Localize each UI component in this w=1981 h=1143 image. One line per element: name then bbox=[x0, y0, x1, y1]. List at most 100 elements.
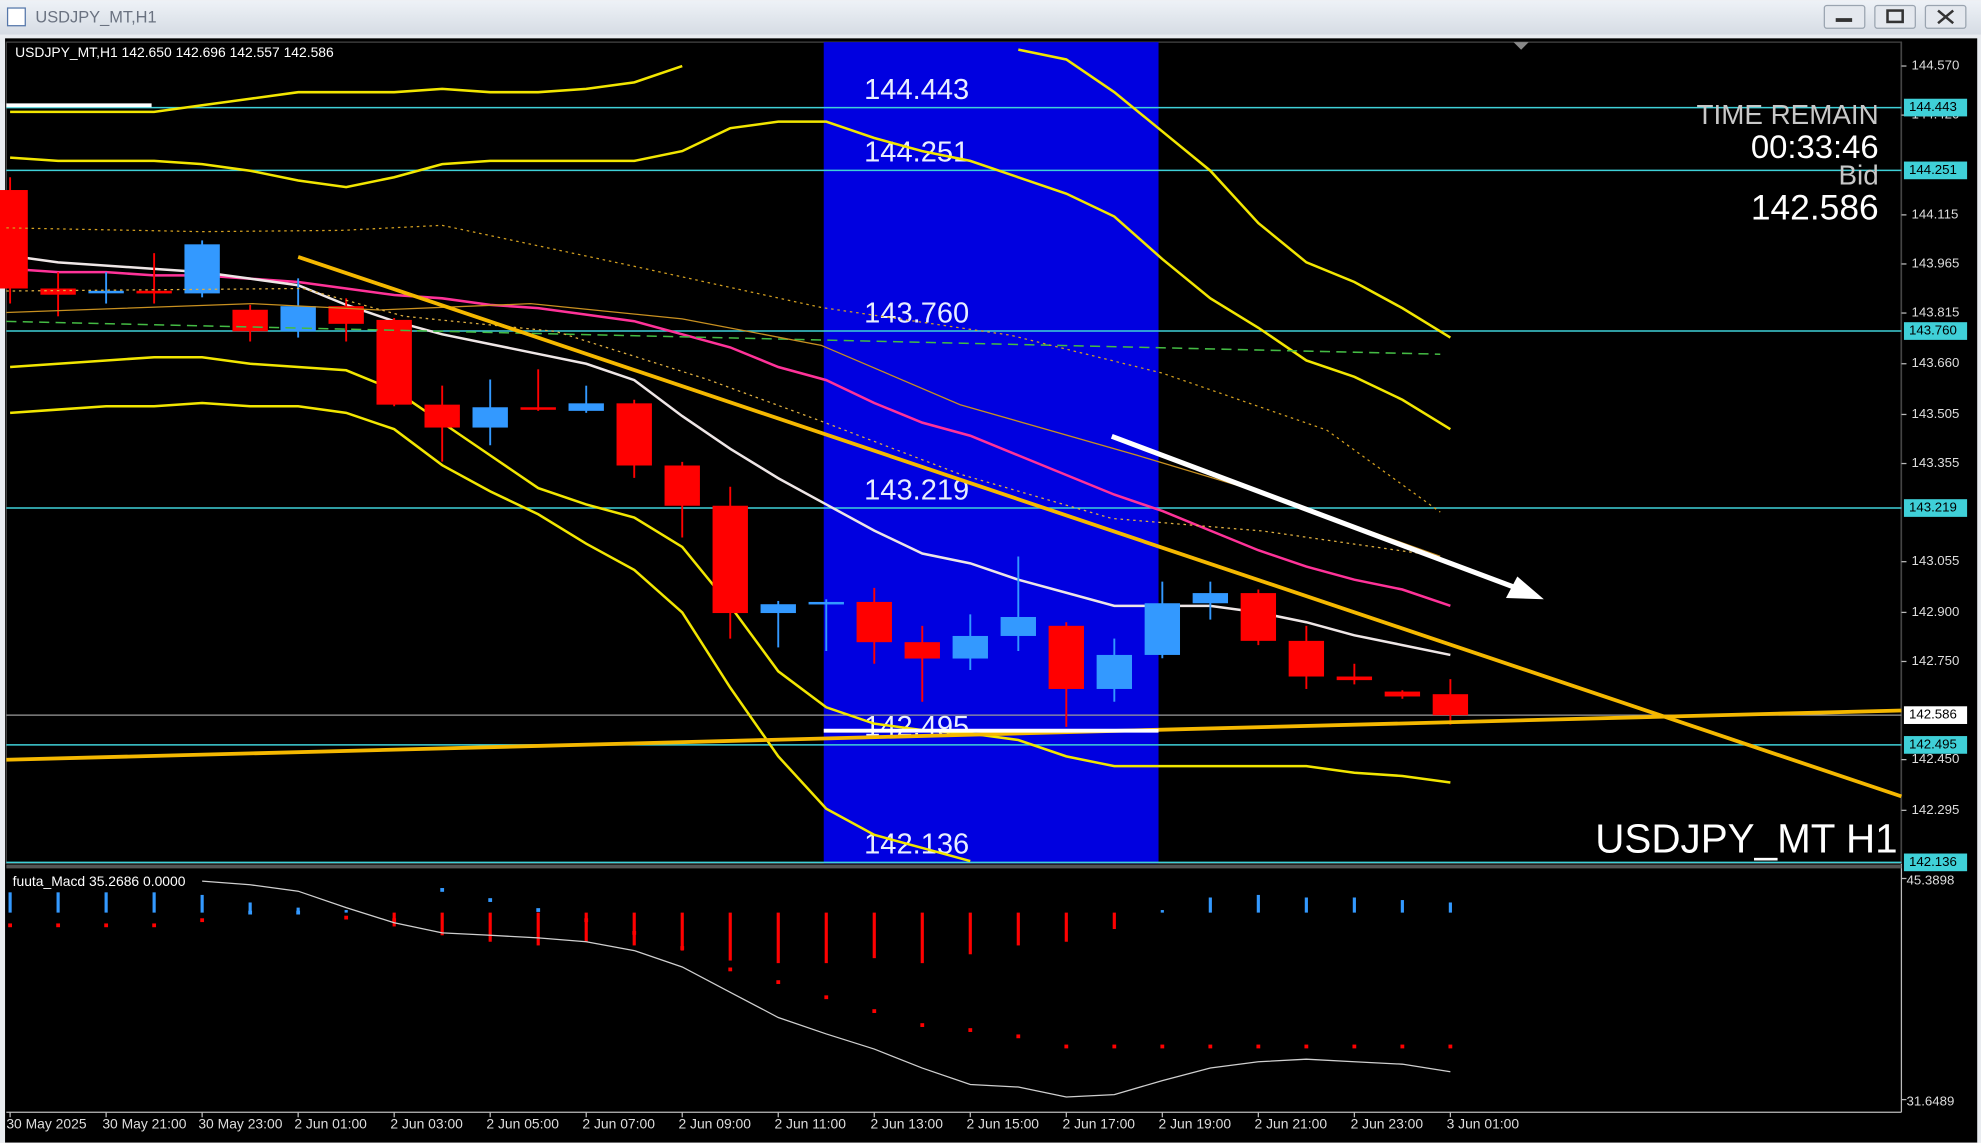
dotted-average bbox=[6, 287, 1441, 557]
level-axis-label: 143.760 bbox=[1909, 323, 1957, 338]
x-tick-label: 2 Jun 03:00 bbox=[390, 1116, 463, 1132]
level-axis-label: 144.251 bbox=[1909, 162, 1957, 177]
macd-signal-dot bbox=[8, 923, 13, 928]
y-tick-label: 142.295 bbox=[1912, 802, 1960, 817]
macd-signal-dot bbox=[1448, 1044, 1453, 1049]
dashed-level bbox=[6, 320, 1441, 355]
candle-body bbox=[856, 601, 892, 643]
level-label: 144.443 bbox=[864, 74, 969, 106]
y-tick-label: 142.900 bbox=[1912, 604, 1960, 619]
y-tick-label: 143.055 bbox=[1912, 553, 1960, 568]
watermark: USDJPY_MT H1 bbox=[1595, 816, 1897, 862]
candle-body bbox=[328, 306, 364, 324]
x-tick-label: 2 Jun 11:00 bbox=[774, 1116, 846, 1132]
x-tick-label: 2 Jun 05:00 bbox=[486, 1116, 559, 1132]
candle-body bbox=[184, 244, 220, 294]
macd-signal-dot bbox=[392, 918, 397, 923]
y-tick-label: 144.570 bbox=[1912, 58, 1960, 73]
macd-signal-dot bbox=[1112, 1044, 1117, 1049]
candle-body bbox=[472, 407, 508, 428]
y-tick-label: 143.815 bbox=[1912, 305, 1960, 320]
bid-price: 142.586 bbox=[1751, 189, 1879, 228]
arrow-head bbox=[1505, 576, 1544, 600]
candle-body bbox=[952, 635, 988, 659]
x-tick-label: 2 Jun 21:00 bbox=[1255, 1116, 1328, 1132]
x-tick-label: 2 Jun 07:00 bbox=[582, 1116, 655, 1132]
x-tick-label: 30 May 23:00 bbox=[198, 1116, 282, 1132]
level-box bbox=[1903, 98, 1968, 117]
macd-signal-dot bbox=[1400, 1044, 1405, 1049]
x-tick-label: 2 Jun 19:00 bbox=[1159, 1116, 1232, 1132]
macd-signal-dot bbox=[872, 1009, 877, 1013]
x-tick-label: 2 Jun 15:00 bbox=[966, 1116, 1039, 1132]
candle-body bbox=[1000, 616, 1036, 636]
candle-body bbox=[1288, 640, 1325, 677]
window-title: USDJPY_MT,H1 bbox=[35, 8, 156, 26]
macd-signal-dot bbox=[104, 923, 109, 928]
macd-signal-dot bbox=[584, 918, 589, 923]
maximize-button[interactable] bbox=[1874, 4, 1916, 29]
y-tick-label: 143.505 bbox=[1912, 406, 1960, 421]
bid-box bbox=[1903, 706, 1968, 724]
macd-signal-dot bbox=[1304, 1044, 1309, 1049]
candle-body bbox=[1048, 625, 1084, 689]
candle-body bbox=[232, 309, 268, 332]
macd-signal-dot bbox=[1352, 1044, 1357, 1049]
x-tick-label: 3 Jun 01:00 bbox=[1447, 1116, 1520, 1132]
x-tick-label: 2 Jun 23:00 bbox=[1351, 1116, 1424, 1132]
macd-signal-dot bbox=[728, 967, 733, 972]
indicator-line bbox=[1018, 48, 1452, 339]
macd-signal-dot bbox=[248, 910, 253, 915]
macd-signal-dot bbox=[632, 930, 637, 935]
candle-body bbox=[712, 505, 748, 614]
macd-signal-dot bbox=[824, 995, 829, 1000]
indicator-line bbox=[10, 120, 1452, 431]
macd-signal-dot bbox=[968, 1028, 973, 1032]
macd-signal-dot bbox=[1160, 1044, 1165, 1049]
y-tick-label: 143.965 bbox=[1912, 255, 1960, 270]
candle-body bbox=[616, 403, 652, 466]
candle-body bbox=[904, 642, 940, 659]
macd-signal-dot bbox=[1016, 1034, 1021, 1039]
level-box bbox=[1903, 853, 1968, 872]
trend-line bbox=[297, 255, 1903, 799]
trend-line bbox=[6, 708, 1902, 762]
x-tick-label: 30 May 21:00 bbox=[102, 1116, 186, 1132]
time-remain-label: TIME REMAIN bbox=[1697, 99, 1879, 130]
level-box bbox=[1903, 161, 1968, 180]
y-tick-label: 144.115 bbox=[1912, 206, 1959, 221]
x-tick-label: 2 Jun 01:00 bbox=[294, 1116, 367, 1132]
macd-signal-dot bbox=[1256, 1044, 1261, 1049]
level-axis-label: 143.219 bbox=[1909, 500, 1957, 515]
candle-body bbox=[376, 319, 412, 405]
close-button[interactable] bbox=[1924, 4, 1967, 29]
window-icon bbox=[6, 7, 26, 27]
dotted-average bbox=[6, 224, 1441, 513]
minimize-button[interactable] bbox=[1823, 4, 1866, 29]
candle-body bbox=[1144, 603, 1181, 655]
candle-body bbox=[1096, 654, 1132, 689]
price-plot: 144.443144.251143.760143.219142.495142.1… bbox=[0, 48, 1902, 1098]
candle-body bbox=[1384, 691, 1421, 697]
macd-signal-dot bbox=[920, 1023, 925, 1027]
y-tick-label: 143.660 bbox=[1912, 355, 1960, 370]
candle-body bbox=[568, 403, 604, 411]
candle-body bbox=[40, 288, 76, 295]
time-remain: 00:33:46 bbox=[1751, 128, 1879, 165]
candle-body bbox=[0, 190, 28, 289]
candle-body bbox=[1336, 676, 1373, 681]
level-label: 143.760 bbox=[864, 297, 969, 329]
y-tick-label: 142.450 bbox=[1912, 751, 1960, 766]
macd-signal-dot bbox=[776, 980, 781, 985]
macd-signal-dot bbox=[200, 918, 205, 923]
y-tick-label: 143.355 bbox=[1912, 455, 1960, 470]
macd-tick-label: 45.3898 bbox=[1906, 873, 1954, 888]
x-tick-label: 2 Jun 09:00 bbox=[678, 1116, 751, 1132]
macd-signal-dot bbox=[680, 946, 685, 950]
level-box bbox=[1903, 736, 1968, 754]
panel-separator bbox=[6, 864, 1902, 869]
macd-signal-dot bbox=[56, 923, 61, 928]
candle-body bbox=[136, 290, 172, 294]
